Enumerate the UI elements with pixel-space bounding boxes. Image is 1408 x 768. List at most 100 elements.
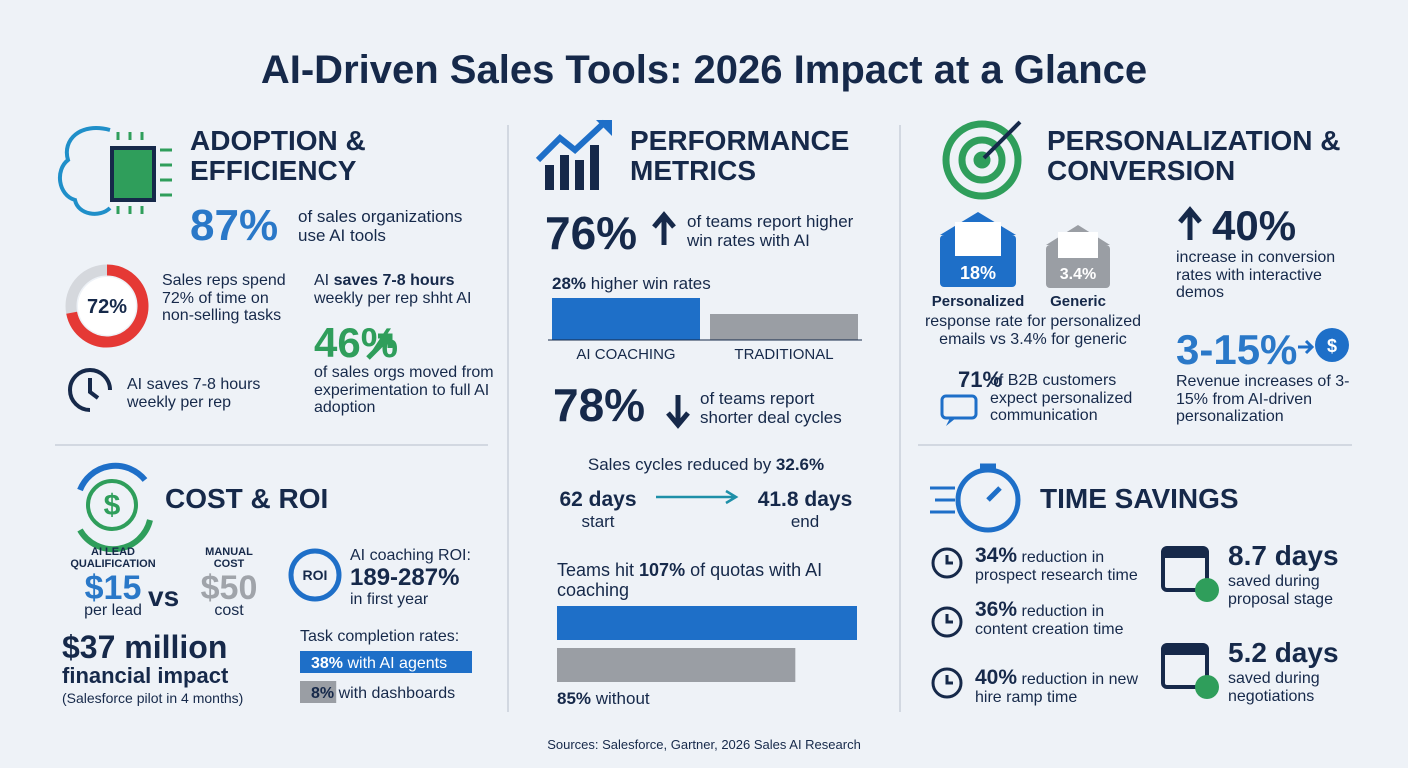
- stat-text: Revenue increases of 3-15% from AI-drive…: [1176, 373, 1350, 426]
- section-heading: TIME SAVINGS: [1040, 483, 1239, 514]
- reduction: 40% reduction in new hire ramp time: [975, 666, 1160, 707]
- task-bar-label: 8% with dashboards: [311, 685, 455, 702]
- stat: 40%: [1212, 202, 1297, 249]
- reduction-stat: 36%: [975, 598, 1018, 621]
- quota-bar: [557, 648, 796, 682]
- task-value: 38%: [311, 655, 343, 672]
- stat: 78%: [553, 379, 646, 431]
- cycle-arrow: [656, 489, 739, 505]
- roi-icon: [288, 548, 342, 602]
- task-text: with dashboards: [334, 685, 455, 702]
- stat: 46%: [314, 319, 399, 366]
- quota-text: Teams hit 107% of quotas with AI coachin…: [557, 560, 847, 601]
- saves-lead: AI: [314, 272, 334, 289]
- higher-bold: 28%: [552, 274, 587, 293]
- email-text: response rate for personalized emails vs…: [924, 313, 1142, 348]
- stat-text: of teams report shorter deal cycles: [700, 389, 842, 427]
- win-bar-traditional: [710, 314, 858, 340]
- down-arrow: [666, 395, 690, 429]
- start-days: 62 days: [559, 488, 637, 511]
- section-heading: ADOPTION & EFFICIENCY: [190, 125, 366, 187]
- task-bar: [300, 651, 472, 673]
- section-heading: PERFORMANCE METRICS: [630, 125, 850, 187]
- money-icon: $: [1298, 328, 1349, 362]
- reduced-lead: Sales cycles reduced by: [587, 455, 776, 474]
- without-text: 85% without: [557, 689, 650, 709]
- start-label: start: [581, 512, 615, 531]
- stat-text: of sales orgs moved from experimentation…: [314, 364, 494, 417]
- clock-icon: [68, 368, 112, 412]
- reduced-text: Sales cycles reduced by 32.6%: [556, 455, 856, 475]
- impact: $37 million: [62, 629, 228, 665]
- up-arrow: [1178, 206, 1202, 240]
- reduction-text: reduction in prospect research time: [975, 549, 1138, 585]
- ai-unit: per lead: [84, 602, 142, 619]
- task-bar-label: 38% with AI agents: [311, 655, 447, 672]
- saves-text: AI saves 7-8 hours weekly per rep shht A…: [314, 272, 494, 307]
- bar-label: TRADITIONAL: [734, 346, 834, 363]
- personal-rate: 18%: [959, 263, 997, 283]
- dollar-glyph: $: [104, 489, 121, 522]
- roi-value: 189-287%: [350, 564, 460, 591]
- stat-text: increase in conversion rates with intera…: [1176, 249, 1336, 302]
- reduction: 36% reduction in content creation time: [975, 598, 1160, 639]
- end-days: 41.8 days: [757, 488, 853, 511]
- donut-arc: [66, 264, 149, 348]
- dividers: [55, 125, 1352, 712]
- saves-bold: saves 7-8 hours: [333, 272, 455, 289]
- chat-icon: [940, 394, 978, 426]
- donut-text: Sales reps spend 72% of time on non-sell…: [162, 272, 286, 325]
- reduction-text: reduction in new hire ramp time: [975, 671, 1138, 707]
- stat-text: of sales organizations use AI tools: [298, 207, 463, 245]
- manual-label: MANUAL COST: [205, 546, 253, 571]
- calendar-icons: [1161, 546, 1219, 699]
- higher-rest: higher win rates: [586, 274, 711, 293]
- task-title: Task completion rates:: [300, 628, 460, 645]
- vs: vs: [148, 581, 180, 612]
- bar-label: AI COACHING: [576, 346, 676, 363]
- days-text: saved during proposal stage: [1228, 573, 1333, 608]
- section-heading: COST & ROI: [165, 483, 329, 514]
- section-heading: PERSONALIZATION & CONVERSION: [1047, 125, 1341, 187]
- donut-center: [78, 277, 136, 335]
- stat-text: of teams report higher win rates with AI: [687, 212, 854, 250]
- dollar-icon: [77, 462, 153, 553]
- up-arrow: [652, 211, 676, 245]
- quota-rest: of quotas with AI coaching: [557, 560, 823, 600]
- footer: Sources: Salesforce, Gartner, 2026 Sales…: [547, 737, 861, 752]
- days-stat: 5.2 days: [1228, 637, 1339, 668]
- quota-label: 107%: [639, 560, 686, 580]
- roi-icon-text: ROI: [302, 567, 328, 583]
- generic-label: Generic: [1050, 293, 1106, 310]
- stat: 3-15%: [1176, 326, 1298, 373]
- svg-text:$: $: [1327, 336, 1337, 356]
- donut-label: 72%: [86, 296, 128, 318]
- quota-lead: Teams hit: [557, 560, 640, 580]
- email-icons: [940, 212, 1110, 288]
- impact-text: financial impact: [62, 663, 229, 688]
- task-text: with AI agents: [343, 655, 447, 672]
- ai-price: $15: [84, 569, 142, 607]
- stat-text: of B2B customers expect personalized com…: [990, 372, 1133, 425]
- saves-rest: weekly per rep shht AI: [314, 289, 472, 307]
- clock-text: AI saves 7-8 hours weekly per rep: [127, 376, 261, 411]
- days-stat: 8.7 days: [1228, 540, 1339, 571]
- end-label: end: [790, 512, 820, 531]
- roi-period: in first year: [350, 591, 429, 608]
- stat: 87%: [190, 201, 279, 250]
- reduction: 34% reduction in prospect research time: [975, 544, 1160, 585]
- timer-icons: [931, 547, 963, 699]
- generic-rate: 3.4%: [1059, 266, 1097, 283]
- up-arrow: [366, 333, 393, 360]
- personal-label: Personalized: [931, 293, 1025, 310]
- manual-price: $50: [200, 569, 258, 607]
- manual-unit: cost: [214, 602, 244, 619]
- chart-icon: [535, 119, 612, 190]
- stat: 71%: [958, 367, 1003, 392]
- reduction-text: reduction in content creation time: [975, 603, 1124, 639]
- task-bar: [300, 681, 337, 703]
- target-icon: [942, 120, 1022, 200]
- title: AI-Driven Sales Tools: 2026 Impact at a …: [260, 48, 1148, 92]
